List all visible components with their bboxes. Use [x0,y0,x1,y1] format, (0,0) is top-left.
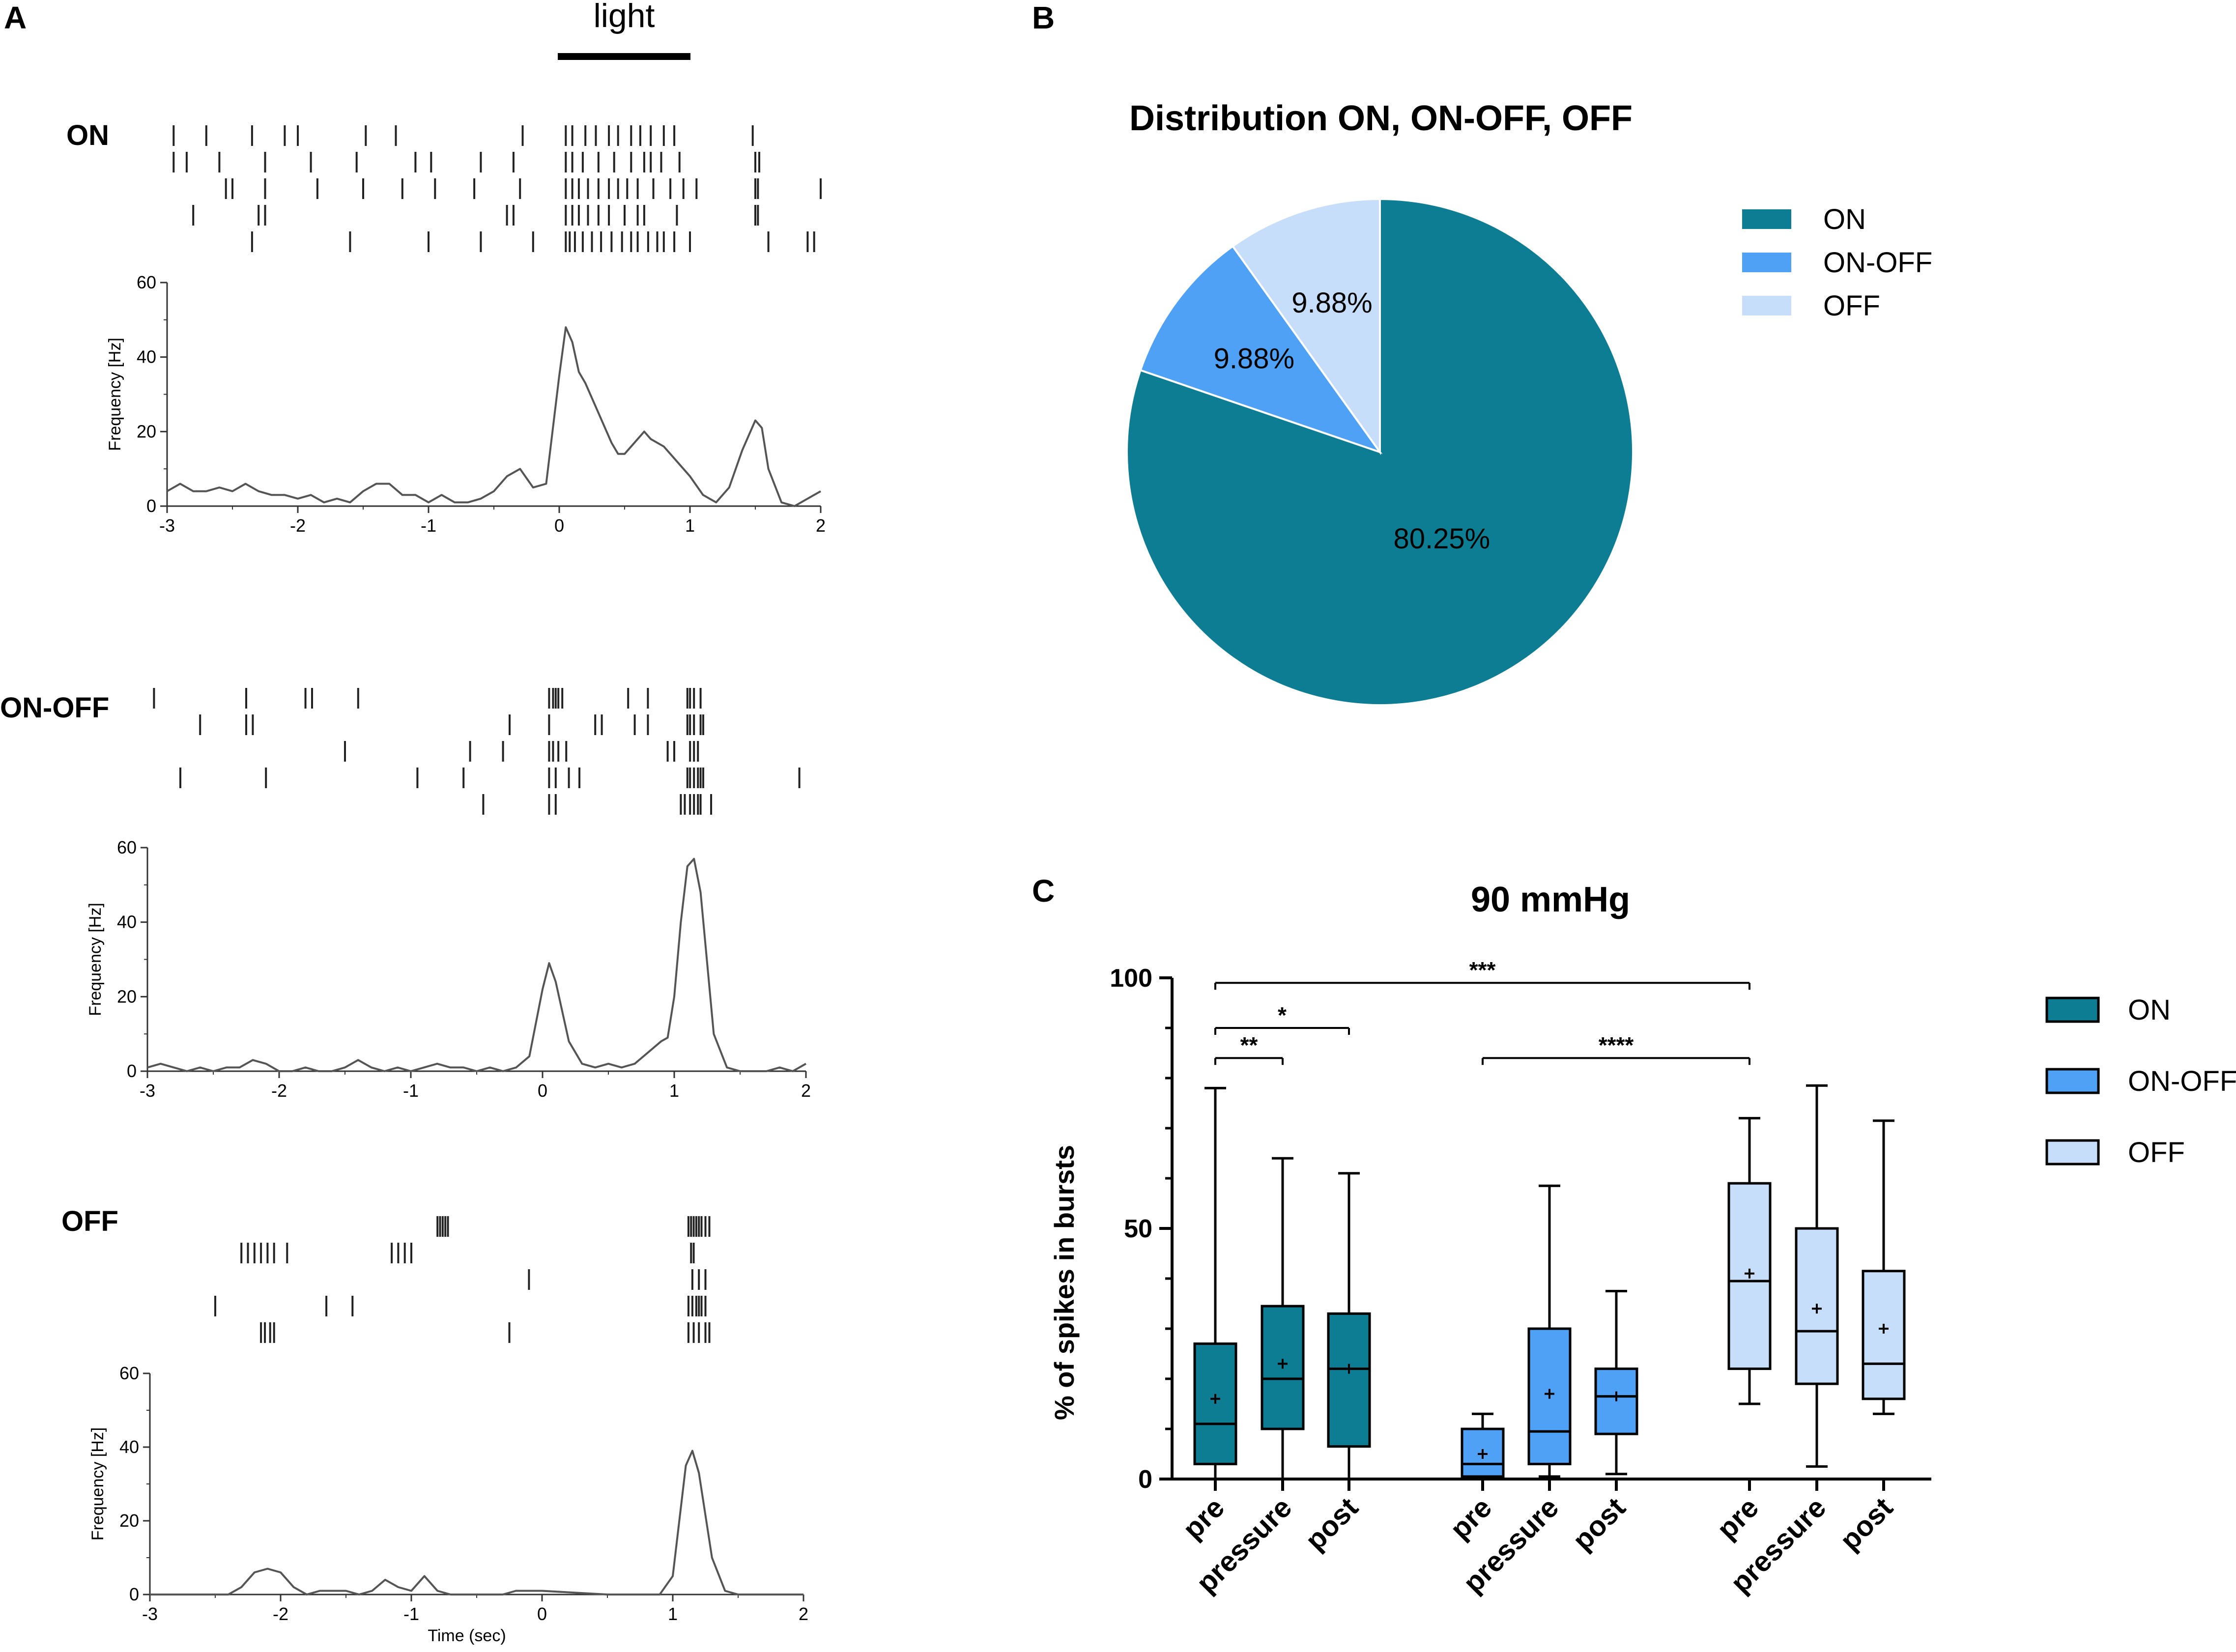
box-on-off-post: post [1567,1290,1638,1557]
pie-legend-label: ON [1823,203,1866,235]
x-tick-label: -1 [403,1604,419,1624]
psth-line [150,1450,803,1595]
x-tick-label: -2 [273,1604,288,1624]
significance-bracket: ** [1214,1032,1284,1065]
box-iqr [1594,1367,1638,1435]
pie-legend-swatch-on [1742,209,1791,229]
box-off-post: post [1834,1119,1906,1557]
panel-c: C 90 mmHg % of spikes in bursts 0 50 100 pr… [1032,873,2236,1599]
psth-line [167,326,821,507]
x-tick-label: 1 [685,515,695,536]
row-label-on-off: ON-OFF [0,692,109,724]
box-legend-label: ON [2128,994,2171,1026]
pie-slice-off [1231,198,1381,456]
box-legend-swatch-on-off [2045,1068,2100,1094]
y-tick-label: 60 [137,272,156,292]
significance-bracket: *** [1214,957,1750,990]
box-legend-label: ON-OFF [2128,1065,2236,1097]
box-category-label: post [1567,1491,1632,1557]
y-axis-title: Frequency [Hz] [86,903,105,1016]
y-tick-label: 40 [117,912,137,932]
pie-title: Distribution ON, ON-OFF, OFF [1129,99,1633,138]
y-tick-label: 60 [117,837,137,857]
x-tick-label: 0 [554,515,564,536]
x-tick-label: -3 [142,1604,158,1624]
box-category-label: pre [1711,1491,1765,1545]
psth-line [147,857,806,1072]
y-tick-label: 20 [137,421,156,441]
pie-value-label: 9.88% [1214,342,1294,374]
x-tick-label: -1 [403,1081,419,1101]
box-iqr [1193,1342,1237,1465]
box-iqr [1795,1227,1839,1385]
y-axis-title: Frequency [Hz] [88,1427,107,1541]
y-tick-label: 0 [146,496,156,516]
x-tick-label: -3 [140,1081,155,1101]
significance-label: ** [1240,1032,1258,1058]
significance-bracket: **** [1482,1032,1750,1065]
y-tick-label: 0 [127,1061,137,1081]
pie-legend-label: OFF [1823,290,1880,322]
row-label-off: OFF [61,1205,118,1237]
box-y-tick-label: 100 [1110,964,1152,993]
significance-bracket: * [1214,1002,1350,1035]
y-tick-label: 40 [119,1437,139,1457]
box-title: 90 mmHg [1471,880,1630,919]
box-on-post: post [1299,1172,1371,1557]
y-tick-label: 60 [119,1363,139,1383]
box-y-tick-label: 50 [1124,1215,1152,1243]
x-axis-title: Time (sec) [428,1626,506,1645]
box-y-tick-label: 0 [1138,1465,1152,1494]
panel-b-label: B [1032,0,1055,35]
y-tick-label: 40 [137,347,156,367]
x-tick-label: 0 [537,1604,547,1624]
pie-legend-label: ON-OFF [1823,247,1932,279]
panel-a-label: A [4,0,27,35]
box-legend-swatch-on [2045,997,2100,1023]
x-tick-label: 0 [538,1081,547,1101]
x-tick-label: 1 [669,1081,679,1101]
box-category-label: post [1299,1491,1365,1557]
significance-label: * [1278,1002,1287,1028]
box-category-label: post [1834,1491,1899,1557]
x-tick-label: -3 [159,515,175,536]
significance-label: **** [1599,1032,1634,1058]
box-iqr [1862,1270,1906,1400]
x-tick-label: 2 [816,515,826,536]
box-category-label: pre [1444,1491,1498,1545]
y-tick-label: 20 [119,1510,139,1531]
box-off-pre: pre [1711,1117,1772,1545]
pie-legend-swatch-on-off [1742,253,1791,272]
pie-slice-on-off [1139,245,1383,454]
pie-value-label: 9.88% [1291,287,1372,319]
psth-plot-off: OFF 0 20 40 60 -3 -2 -1 0 1 2 Frequency [Hz] Time (s… [61,1205,808,1645]
x-tick-label: 2 [799,1604,808,1624]
pie-value-label: 80.25% [1393,523,1490,555]
psth-plot-on-off: ON-OFF 0 20 40 60 -3 -2 -1 0 1 2 Frequency [Hz] [0,688,811,1101]
y-tick-label: 0 [129,1584,139,1604]
box-category-label: pre [1176,1491,1231,1545]
panel-b: B Distribution ON, ON-OFF, OFF 80.25% 9.8… [1032,0,1932,706]
box-legend-label: OFF [2128,1137,2185,1168]
row-label-on: ON [66,119,109,151]
box-y-axis-title: % of spikes in bursts [1049,1145,1080,1420]
x-tick-label: -2 [290,515,306,536]
x-tick-label: 2 [801,1081,811,1101]
significance-label: *** [1469,957,1496,983]
x-tick-label: -2 [271,1081,287,1101]
y-tick-label: 20 [117,986,137,1006]
y-axis-title: Frequency [Hz] [106,338,124,451]
light-stimulus-label: light [594,0,655,34]
psth-plot-on: ON 0 20 40 60 -3 -2 -1 0 1 2 Frequency [Hz] [66,119,826,536]
x-tick-label: -1 [421,515,436,536]
box-iqr [1327,1312,1371,1448]
box-legend-swatch-off [2045,1139,2100,1166]
x-tick-label: 1 [668,1604,678,1624]
pie-legend-swatch-off [1742,296,1791,315]
box-on-pre: pre [1176,1086,1237,1545]
panel-c-label: C [1032,873,1055,909]
